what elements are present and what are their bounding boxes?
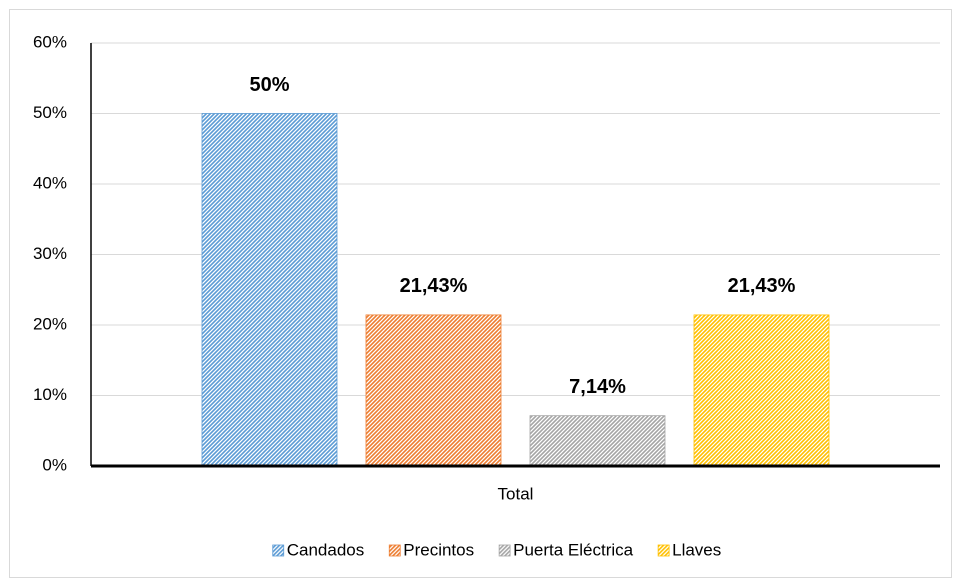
chart-border [9, 9, 952, 578]
legend: Candados Precintos Puerta Eléctrica Llaves [272, 540, 721, 559]
value-label: 7,14% [569, 376, 626, 398]
y-tick-label: 50% [33, 103, 67, 122]
legend-marker [388, 544, 401, 557]
legend-marker [498, 544, 511, 557]
x-tick-label: Total [498, 484, 534, 503]
legend-label: Llaves [672, 540, 721, 559]
y-tick-label: 30% [33, 244, 67, 263]
bar [201, 113, 338, 467]
bar [529, 415, 666, 467]
y-tick-label: 40% [33, 173, 67, 192]
value-label: 21,43% [728, 275, 796, 297]
y-tick-label: 60% [33, 32, 67, 51]
y-tick-label: 10% [33, 385, 67, 404]
legend-label: Precintos [403, 540, 474, 559]
y-tick-label: 20% [33, 314, 67, 333]
legend-marker [272, 544, 285, 557]
legend-marker [657, 544, 670, 557]
bar [693, 314, 830, 467]
value-label: 50% [249, 74, 289, 96]
bar [365, 314, 502, 467]
value-label: 21,43% [400, 275, 468, 297]
legend-label: Puerta Eléctrica [513, 540, 634, 559]
legend-label: Candados [287, 540, 365, 559]
y-tick-label: 0% [42, 455, 67, 474]
